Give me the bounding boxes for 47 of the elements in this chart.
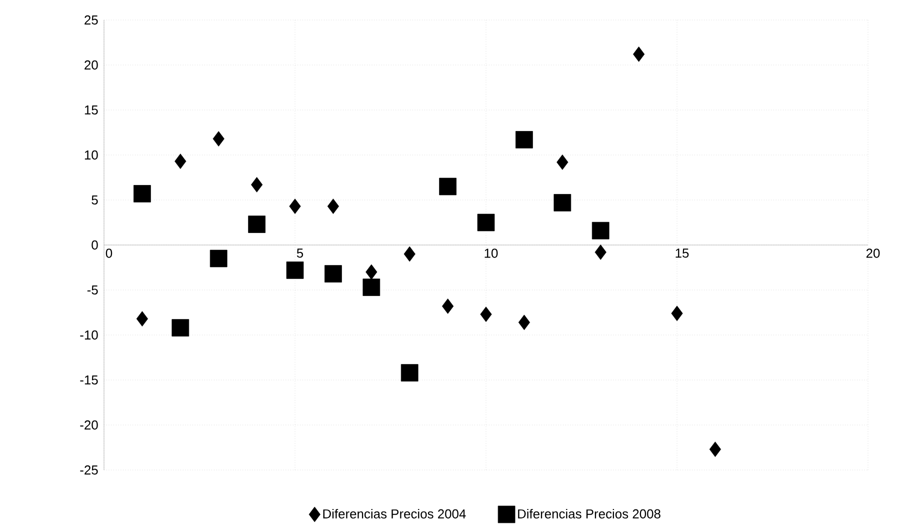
legend-label: Diferencias Precios 2008	[518, 508, 660, 518]
point	[212, 131, 224, 146]
x-tick-label: 15	[676, 248, 689, 258]
point	[556, 154, 568, 170]
x-tick-label: 0	[106, 248, 112, 258]
x-tick-label: 20	[866, 248, 880, 258]
y-tick-label: 5	[92, 195, 98, 205]
point	[324, 265, 342, 282]
point	[709, 442, 722, 457]
y-tick-label: -20	[80, 420, 98, 430]
point	[554, 194, 572, 212]
point	[134, 185, 151, 202]
y-tick-label: 10	[84, 150, 98, 160]
point	[362, 278, 380, 296]
point	[172, 319, 190, 336]
point	[592, 222, 610, 240]
x-tick-label: 10	[484, 248, 498, 258]
point	[594, 244, 606, 260]
y-tick-label: 20	[84, 60, 98, 70]
point	[248, 216, 266, 233]
x-tick-label: 5	[296, 248, 304, 258]
point	[477, 214, 495, 232]
y-tick-label: -25	[80, 465, 98, 475]
point	[174, 154, 186, 169]
point	[518, 314, 530, 330]
point	[251, 177, 263, 192]
point	[210, 250, 228, 268]
legend-label: Diferencias Precios 2004	[323, 508, 466, 518]
point	[516, 131, 533, 148]
point	[327, 198, 340, 214]
y-tick-label: 15	[84, 105, 98, 115]
point	[442, 298, 454, 314]
point	[633, 46, 645, 62]
y-tick-label: 25	[84, 15, 98, 25]
point	[366, 264, 378, 280]
y-tick-label: -15	[80, 375, 98, 385]
y-tick-label: -10	[80, 330, 98, 340]
point	[480, 306, 492, 322]
y-tick-label: 0	[92, 240, 98, 250]
point	[404, 246, 416, 262]
point	[671, 306, 683, 322]
point	[400, 364, 418, 382]
point	[289, 198, 301, 214]
point	[439, 178, 456, 196]
point	[286, 262, 304, 279]
point	[136, 311, 148, 326]
y-tick-label: -5	[87, 285, 98, 295]
